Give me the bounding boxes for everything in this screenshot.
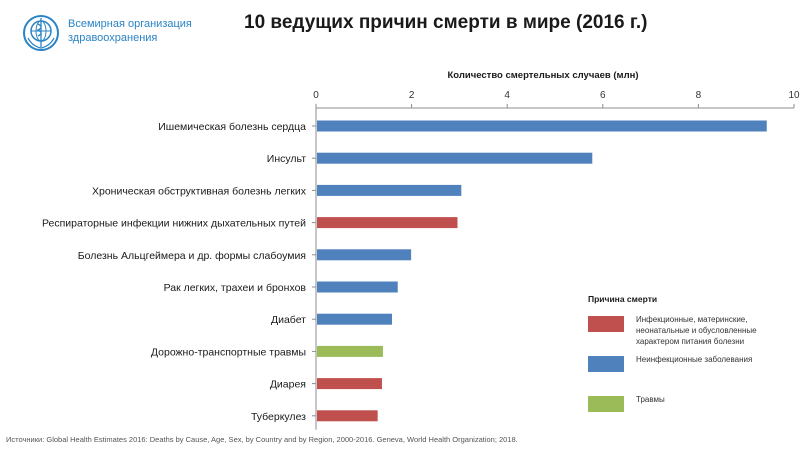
legend-label-noncommunicable: Неинфекционные заболевания — [636, 355, 753, 364]
legend-label-communicable: Инфекционные, материнские, неонатальные … — [636, 315, 757, 346]
legend-swatch-communicable — [588, 316, 624, 332]
category-label: Туберкулез — [251, 411, 306, 423]
x-axis-label: Количество смертельных случаев (млн) — [447, 70, 638, 81]
chart-title: 10 ведущих причин смерти в мире (2016 г.… — [244, 12, 648, 33]
source-note: Источники: Global Health Estimates 2016:… — [6, 435, 518, 444]
legend-item-injuries: Травмы — [588, 394, 793, 420]
legend-item-communicable: Инфекционные, материнские, неонатальные … — [588, 314, 793, 346]
x-tick-label: 2 — [409, 90, 415, 101]
x-tick-label: 6 — [600, 90, 606, 101]
legend-title: Причина смерти — [588, 294, 658, 304]
category-label: Диабет — [271, 314, 306, 326]
category-label: Ишемическая болезнь сердца — [158, 121, 306, 133]
chart-legend: Причина смерти Инфекционные, материнские… — [588, 294, 793, 434]
x-tick-label: 0 — [313, 90, 319, 101]
category-label: Хроническая обструктивная болезнь легких — [92, 185, 307, 197]
bar — [317, 152, 593, 164]
bar — [317, 378, 382, 390]
x-tick-label: 10 — [788, 90, 800, 101]
bar — [317, 281, 398, 293]
category-label: Рак легких, трахеи и бронхов — [164, 282, 307, 294]
x-tick-label: 8 — [696, 90, 702, 101]
bar — [317, 120, 767, 132]
bar — [317, 313, 393, 325]
category-label: Диарея — [270, 379, 306, 391]
bar — [317, 345, 383, 357]
org-name-line2: здравоохранения — [68, 32, 158, 44]
category-label: Болезнь Альцгеймера и др. формы слабоуми… — [78, 250, 306, 262]
legend-swatch-noncommunicable — [588, 356, 624, 372]
bar — [317, 217, 458, 229]
bar — [317, 410, 378, 422]
category-label: Респираторные инфекции нижних дыхательны… — [42, 218, 306, 230]
category-label: Инсульт — [267, 153, 306, 165]
org-name-line1: Всемирная организация — [68, 18, 192, 30]
legend-label-injuries: Травмы — [636, 395, 665, 404]
who-emblem-icon — [23, 15, 59, 51]
x-tick-label: 4 — [504, 90, 510, 101]
legend-item-noncommunicable: Неинфекционные заболевания — [588, 354, 793, 380]
legend-swatch-injuries — [588, 396, 624, 412]
category-label: Дорожно-транспортные травмы — [151, 346, 306, 358]
who-logo: Всемирная организация здравоохранения — [22, 14, 222, 54]
bar — [317, 184, 462, 196]
bar — [317, 249, 412, 261]
